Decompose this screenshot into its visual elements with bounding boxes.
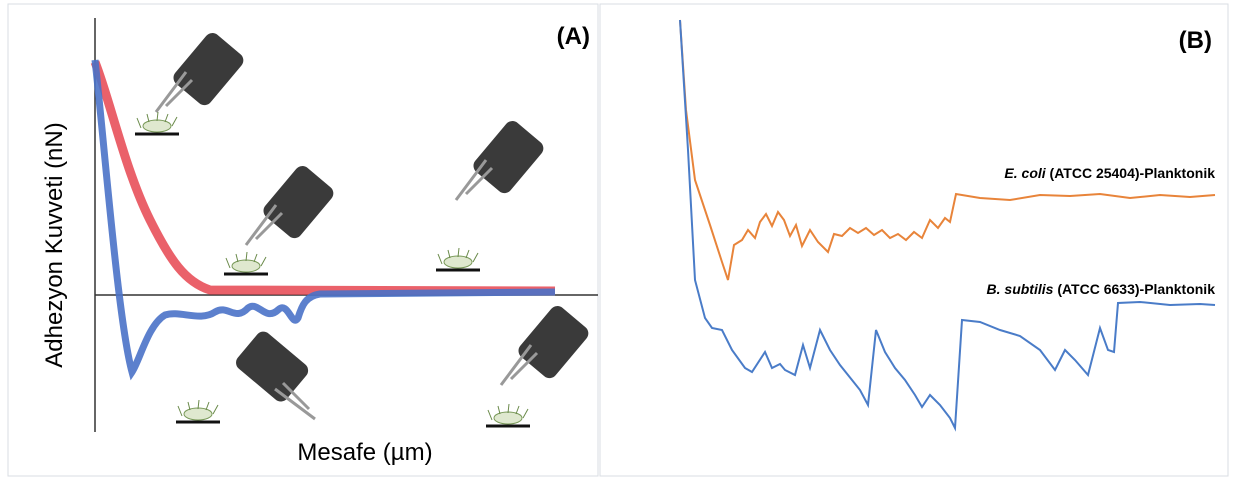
panel-b-frame (600, 4, 1228, 476)
panel-label: (B) (1179, 27, 1212, 54)
species: E. coli (1004, 165, 1046, 181)
y-axis-label: Adhezyon Kuvveti (nN) (41, 122, 68, 367)
curve-label: E. coli (ATCC 25404)-Planktonik (1004, 165, 1215, 181)
strain: (ATCC 25404)-Planktonik (1050, 165, 1216, 181)
panel-label: (A) (557, 23, 590, 50)
species: B. subtilis (987, 281, 1054, 297)
figure: (A) Adhezyon Kuvveti (nN) Mesafe (µm) (B… (0, 0, 1233, 481)
strain: (ATCC 6633)-Planktonik (1057, 281, 1215, 297)
curve-label: B. subtilis (ATCC 6633)-Planktonik (987, 281, 1216, 297)
x-axis-label: Mesafe (µm) (297, 439, 432, 466)
